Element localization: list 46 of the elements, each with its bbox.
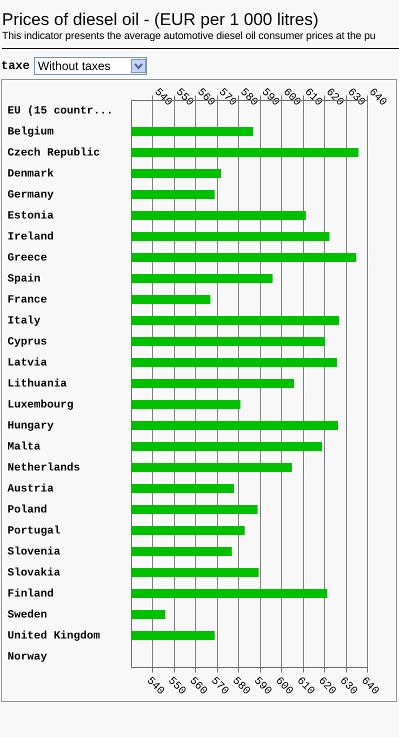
x2-tick-label: 550 xyxy=(165,675,188,698)
y-tick-label: Latvia xyxy=(8,358,48,370)
chart-subtitle: This indicator presents the average automotive diesel oil consumer prices at the pu xyxy=(2,31,399,49)
x-tick-label: 600 xyxy=(280,86,303,109)
y-tick-label: Slovenia xyxy=(8,546,61,558)
y-tick-label: Finland xyxy=(8,588,54,600)
x2-tick-label: 640 xyxy=(358,675,381,698)
text: Without taxes xyxy=(38,59,111,73)
y-tick-label: Spain xyxy=(8,274,41,286)
x-tick-label: 590 xyxy=(258,86,282,109)
y-tick-label: France xyxy=(8,294,48,306)
x2-tick-label: 560 xyxy=(186,675,210,698)
y-tick-label: Malta xyxy=(8,442,41,454)
x2-tick-label: 570 xyxy=(208,675,231,698)
y-tick-label: Germany xyxy=(8,190,54,202)
x-tick-label: 640 xyxy=(366,86,389,109)
y-tick-label: Italy xyxy=(8,316,41,328)
y-tick-label: Cyprus xyxy=(8,336,48,348)
x-tick-label: 580 xyxy=(237,86,260,109)
x2-tick-label: 580 xyxy=(230,675,252,698)
y-tick-label: EU (15 countr... xyxy=(8,106,114,118)
chart-title: Prices of diesel oil - (EUR per 1 000 litres) xyxy=(2,10,320,30)
y-tick-label: Hungary xyxy=(8,420,54,432)
y-tick-label: Austria xyxy=(8,484,54,496)
x2-tick-label: 610 xyxy=(294,675,316,698)
x2-tick-label: 600 xyxy=(272,675,295,698)
y-tick-label: Ireland xyxy=(8,232,54,244)
x2-tick-label: 540 xyxy=(144,675,166,698)
y-tick-label: Portugal xyxy=(8,526,61,538)
y-tick-label: Estonia xyxy=(8,210,54,222)
y-tick-label: Luxembourg xyxy=(8,400,74,412)
y-tick-label: Lithuania xyxy=(8,378,68,390)
x2-tick-label: 620 xyxy=(315,675,338,698)
y-tick-label: Slovakia xyxy=(8,568,61,580)
text: taxe xyxy=(1,59,30,73)
y-tick-label: Netherlands xyxy=(8,462,80,474)
y-tick-label: Sweden xyxy=(8,610,48,622)
y-tick-label: Belgium xyxy=(8,126,54,138)
x2-tick-label: 630 xyxy=(336,675,360,698)
y-tick-label: Czech Republic xyxy=(8,148,100,160)
y-tick-label: Greece xyxy=(8,252,48,264)
x2-tick-label: 590 xyxy=(251,675,274,698)
y-tick-label: United Kingdom xyxy=(8,630,100,642)
y-tick-label: Poland xyxy=(8,504,48,516)
y-tick-label: Norway xyxy=(8,652,48,664)
y-tick-label: Denmark xyxy=(8,168,54,180)
